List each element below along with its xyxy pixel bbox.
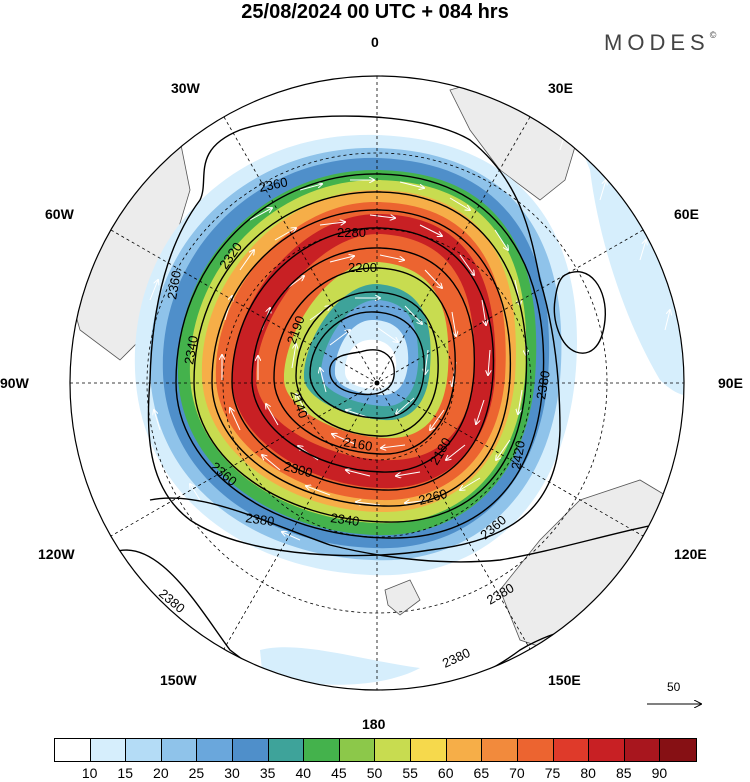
contour-label: 2160 xyxy=(342,434,373,454)
colorbar-swatch xyxy=(304,739,340,761)
colorbar-swatch xyxy=(268,739,305,761)
lon-label-150w: 150W xyxy=(160,672,197,688)
shade-south-10 xyxy=(260,647,420,685)
colorbar-label: 40 xyxy=(295,765,312,781)
colorbar-label: 65 xyxy=(473,765,490,781)
colorbar xyxy=(54,738,697,762)
contour-label: 2380 xyxy=(245,510,276,529)
colorbar-label: 20 xyxy=(153,765,169,781)
colorbar-swatch xyxy=(589,739,625,761)
lon-label-120e: 120E xyxy=(674,546,707,562)
colorbar-swatch xyxy=(339,739,376,761)
height-contours xyxy=(99,115,681,690)
colorbar-label: 60 xyxy=(437,765,454,781)
contour-label: 2200 xyxy=(348,260,377,275)
colorbar-label: 70 xyxy=(509,765,525,781)
shade-east-10 xyxy=(568,115,684,396)
colorbar-swatch xyxy=(482,739,518,761)
colorbar-swatch xyxy=(126,739,162,761)
lon-label-30e: 30E xyxy=(548,80,573,96)
colorbar-label: 30 xyxy=(224,765,240,781)
colorbar-swatch xyxy=(624,739,661,761)
colorbar-label: 25 xyxy=(188,765,205,781)
contour-label: 2340 xyxy=(181,334,201,365)
contour-label: 2360 xyxy=(164,269,184,300)
lon-label-60w: 60W xyxy=(45,206,74,222)
lon-label-150e: 150E xyxy=(548,672,581,688)
colorbar-label: 85 xyxy=(615,765,632,781)
colorbar-label: 80 xyxy=(580,765,596,781)
contour-label: 2260 xyxy=(417,486,449,508)
colorbar-label: 35 xyxy=(259,765,276,781)
contour-label: 2340 xyxy=(330,510,361,529)
colorbar-swatch xyxy=(553,739,590,761)
colorbar-swatch xyxy=(233,739,269,761)
brand-logo: MODES© xyxy=(604,30,716,56)
colorbar-swatch xyxy=(411,739,447,761)
contour-label: 2380 xyxy=(533,369,553,400)
lon-label-0: 0 xyxy=(371,34,379,50)
colorbar-swatch xyxy=(660,739,696,761)
colorbar-label: 55 xyxy=(402,765,418,781)
colorbar-label: 10 xyxy=(81,765,98,781)
colorbar-label: 90 xyxy=(651,765,668,781)
contour-label: 2280 xyxy=(337,225,366,240)
lon-label-90w: 90W xyxy=(0,375,29,391)
colorbar-swatch xyxy=(90,739,127,761)
contour-label: 2300 xyxy=(282,458,314,480)
map-boundary xyxy=(69,75,685,691)
reference-vector-label: 50 xyxy=(667,680,681,694)
contour-label: 2360 xyxy=(258,174,289,195)
lon-label-90e: 90E xyxy=(718,375,743,391)
colorbar-swatch xyxy=(161,739,198,761)
lon-label-60e: 60E xyxy=(674,206,699,222)
map-title: 25/08/2024 00 UTC + 084 hrs xyxy=(241,1,509,23)
reference-vector: 50 xyxy=(645,680,705,710)
colorbar-label: 45 xyxy=(331,765,347,781)
map-disc xyxy=(70,76,684,690)
pole-dot xyxy=(374,380,380,386)
colorbar-swatch xyxy=(446,739,483,761)
lon-label-30w: 30W xyxy=(171,80,200,96)
colorbar-swatch xyxy=(197,739,234,761)
colorbar-swatch xyxy=(55,739,91,761)
colorbar-label: 75 xyxy=(544,765,561,781)
colorbar-label: 15 xyxy=(117,765,134,781)
lon-label-180: 180 xyxy=(362,716,386,732)
contour-label: 2380 xyxy=(440,645,473,671)
colorbar-swatch xyxy=(517,739,554,761)
lon-label-120w: 120W xyxy=(38,546,75,562)
colorbar-swatch xyxy=(375,739,412,761)
brand-name: MODES xyxy=(604,30,710,55)
copyright-mark: © xyxy=(709,30,717,40)
colorbar-label: 50 xyxy=(366,765,383,781)
contour-label: 2420 xyxy=(508,439,528,470)
